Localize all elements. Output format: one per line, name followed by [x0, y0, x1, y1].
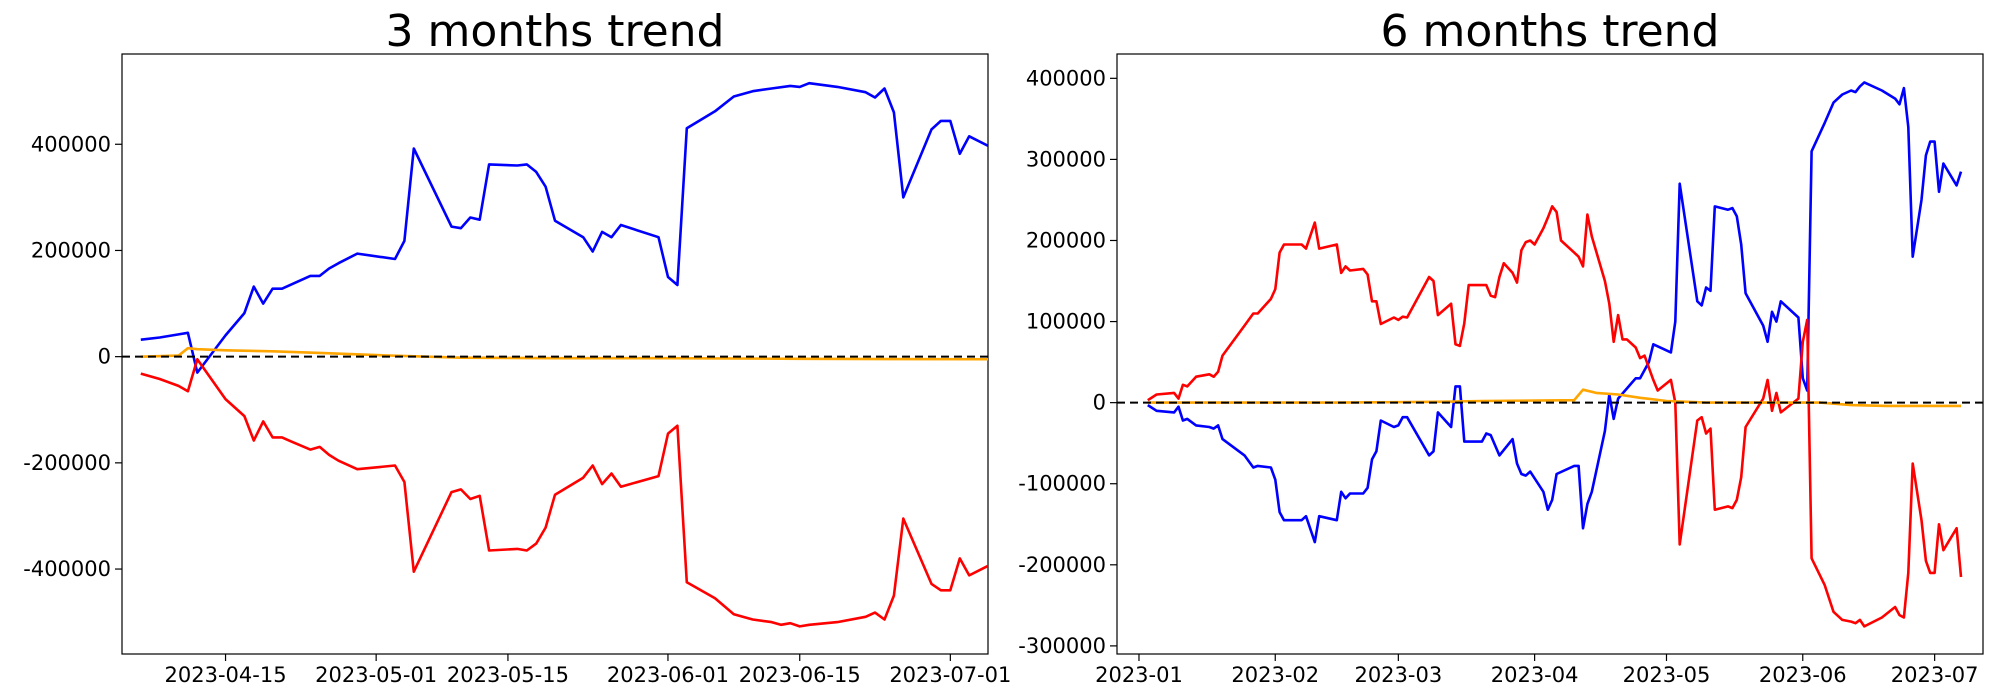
x-tick-label: 2023-01: [1095, 663, 1183, 687]
y-tick-label: 0: [98, 345, 111, 369]
chart-title: 6 months trend: [1381, 6, 1720, 57]
y-tick-label: -400000: [23, 557, 111, 581]
y-tick-label: 400000: [31, 132, 111, 156]
chart-3-months: 3 months trend -400000 -200000 0 200000 4000…: [23, 6, 1011, 687]
x-tick-label: 2023-06-01: [607, 663, 729, 687]
y-tick-label: -200000: [1018, 553, 1106, 577]
y-tick-label: -100000: [1018, 472, 1106, 496]
y-tick-label: 400000: [1026, 66, 1106, 90]
y-tick-label: 200000: [1026, 228, 1106, 252]
x-tick-label: 2023-05: [1623, 663, 1711, 687]
x-tick-label: 2023-06-15: [739, 663, 861, 687]
x-tick-label: 2023-05-15: [447, 663, 569, 687]
chart-title: 3 months trend: [386, 6, 725, 57]
x-tick-label: 2023-04-15: [165, 663, 287, 687]
plot-frame: [121, 53, 989, 655]
series-line-2: [140, 346, 988, 361]
plot-marks: -300000 -200000 -100000 0 100000 200000 300000…: [1018, 66, 1983, 687]
y-tick-label: -200000: [23, 451, 111, 475]
x-tick-label: 2023-07-01: [889, 663, 1011, 687]
y-tick-label: 0: [1093, 391, 1106, 415]
series-line-0: [140, 81, 988, 374]
y-tick-label: -300000: [1018, 634, 1106, 658]
y-tick-label: 300000: [1026, 147, 1106, 171]
x-tick-label: 2023-03: [1354, 663, 1442, 687]
x-tick-label: 2023-06: [1759, 663, 1847, 687]
series-line-0: [1147, 81, 1963, 544]
y-tick-label: 200000: [31, 238, 111, 262]
series-line-2: [1147, 388, 1961, 408]
x-tick-label: 2023-07: [1891, 663, 1979, 687]
x-tick-label: 2023-04: [1491, 663, 1579, 687]
plot-marks: -400000 -200000 0 200000 400000 2023-04-15 202…: [23, 81, 1011, 687]
x-tick-label: 2023-02: [1231, 663, 1319, 687]
plot-frame: [1116, 53, 1984, 655]
chart-6-months: 6 months trend -300000 -200000 -100000 0 100…: [1018, 6, 1984, 687]
y-tick-label: 100000: [1026, 310, 1106, 334]
x-tick-label: 2023-05-01: [315, 663, 437, 687]
series-line-1: [140, 358, 988, 628]
series-line-1: [1147, 205, 1963, 628]
